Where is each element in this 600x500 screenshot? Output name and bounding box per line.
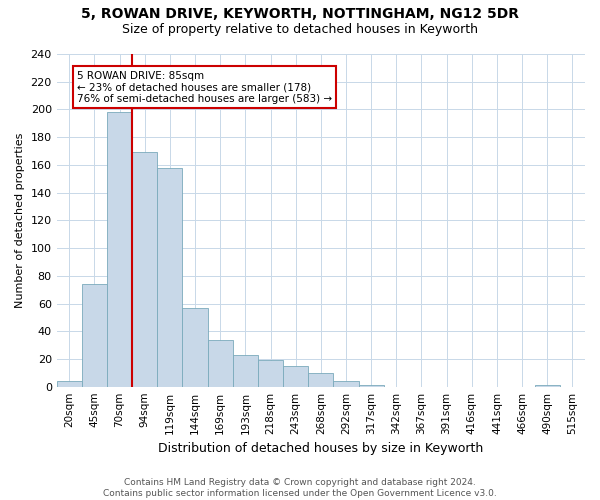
Text: Size of property relative to detached houses in Keyworth: Size of property relative to detached ho… bbox=[122, 22, 478, 36]
Text: 5 ROWAN DRIVE: 85sqm
← 23% of detached houses are smaller (178)
76% of semi-deta: 5 ROWAN DRIVE: 85sqm ← 23% of detached h… bbox=[77, 70, 332, 104]
Bar bbox=[283, 366, 308, 386]
Bar bbox=[258, 360, 283, 386]
Y-axis label: Number of detached properties: Number of detached properties bbox=[15, 132, 25, 308]
Bar bbox=[56, 381, 82, 386]
Text: Contains HM Land Registry data © Crown copyright and database right 2024.
Contai: Contains HM Land Registry data © Crown c… bbox=[103, 478, 497, 498]
X-axis label: Distribution of detached houses by size in Keyworth: Distribution of detached houses by size … bbox=[158, 442, 484, 455]
Text: 5, ROWAN DRIVE, KEYWORTH, NOTTINGHAM, NG12 5DR: 5, ROWAN DRIVE, KEYWORTH, NOTTINGHAM, NG… bbox=[81, 8, 519, 22]
Bar bbox=[233, 355, 258, 386]
Bar bbox=[182, 308, 208, 386]
Bar bbox=[157, 168, 182, 386]
Bar bbox=[107, 112, 132, 386]
Bar bbox=[308, 373, 334, 386]
Bar bbox=[208, 340, 233, 386]
Bar bbox=[334, 381, 359, 386]
Bar bbox=[82, 284, 107, 386]
Bar bbox=[132, 152, 157, 386]
